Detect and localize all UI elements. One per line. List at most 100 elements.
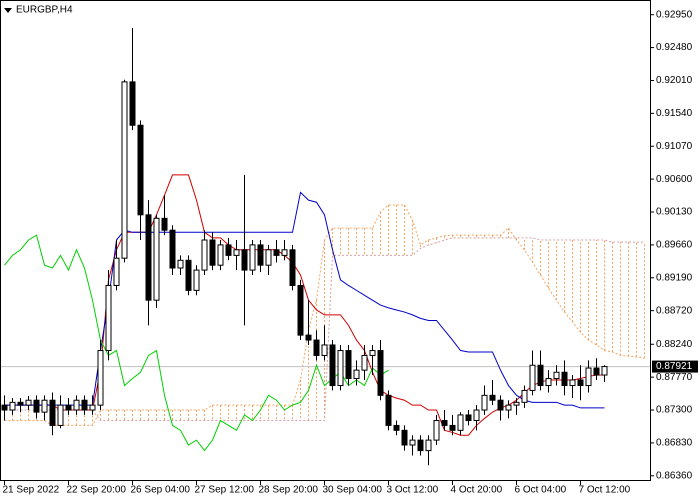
candle-body xyxy=(65,404,72,411)
candle-body xyxy=(289,249,296,286)
candle-body xyxy=(97,350,104,406)
candle-body xyxy=(281,249,288,256)
last-price-label: 0.87921 xyxy=(656,361,693,372)
candle-body xyxy=(9,401,16,411)
candle-body xyxy=(513,401,520,406)
candle-body xyxy=(169,229,176,269)
candle-body xyxy=(313,339,320,356)
x-tick-label: 7 Oct 12:00 xyxy=(579,485,631,496)
candle-body xyxy=(49,399,56,426)
candle-body xyxy=(553,371,560,380)
y-tick-label: 0.92010 xyxy=(656,75,693,86)
candle-body xyxy=(449,424,456,431)
plot-frame xyxy=(0,0,651,481)
x-tick-label: 4 Oct 20:00 xyxy=(451,485,503,496)
candle-body xyxy=(465,414,472,422)
candle-body xyxy=(297,284,304,336)
candle-body xyxy=(505,404,512,411)
candle-body xyxy=(545,378,552,387)
candle-body xyxy=(185,259,192,291)
cloud-layer xyxy=(4,204,645,426)
candle-body xyxy=(601,366,608,376)
x-tick-label: 27 Sep 12:00 xyxy=(195,485,255,496)
candle-body xyxy=(529,364,536,391)
candle-body xyxy=(153,217,160,301)
candle-body xyxy=(353,369,360,380)
candle-body xyxy=(273,249,280,256)
y-tick-label: 0.87300 xyxy=(656,405,693,416)
candle-body xyxy=(201,239,208,271)
candle-body xyxy=(257,244,264,266)
candle-body xyxy=(113,257,120,286)
x-tick-label: 3 Oct 12:00 xyxy=(387,485,439,496)
y-tick-label: 0.90130 xyxy=(656,207,693,218)
candle-body xyxy=(1,404,8,411)
x-tick-label: 26 Sep 04:00 xyxy=(131,485,191,496)
chart-title: EURGBP,H4 xyxy=(16,5,73,16)
candle-body xyxy=(561,371,568,387)
candle-body xyxy=(385,394,392,426)
candle-body xyxy=(497,399,504,411)
candle-body xyxy=(137,124,144,216)
candle-body xyxy=(193,269,200,291)
x-tick-label: 22 Sep 20:00 xyxy=(67,485,127,496)
y-tick-label: 0.88720 xyxy=(656,305,693,316)
candle-body xyxy=(337,350,344,387)
y-tick-label: 0.86830 xyxy=(656,438,693,449)
candle-body xyxy=(121,81,128,259)
candle-body xyxy=(593,367,600,376)
y-tick-label: 0.87770 xyxy=(656,372,693,383)
candle-body xyxy=(209,239,216,266)
candle-body xyxy=(361,354,368,371)
y-tick-label: 0.92950 xyxy=(656,9,693,20)
y-tick-label: 0.91540 xyxy=(656,108,693,119)
candle-body xyxy=(569,379,576,387)
candle-body xyxy=(249,244,256,271)
candle-body xyxy=(417,439,424,452)
candle-body xyxy=(73,399,80,411)
candle-body xyxy=(177,259,184,269)
last-price-box xyxy=(652,360,698,373)
y-tick-label: 0.89190 xyxy=(656,272,693,283)
candle-body xyxy=(425,439,432,452)
candle-body xyxy=(33,399,40,413)
x-tick-label: 6 Oct 04:00 xyxy=(515,485,567,496)
candle-body xyxy=(457,414,464,431)
candle-body xyxy=(489,394,496,401)
y-tick-label: 0.90600 xyxy=(656,174,693,185)
candle-body xyxy=(393,424,400,431)
candle-body xyxy=(577,379,584,387)
candle-layer xyxy=(1,27,608,466)
candle-body xyxy=(25,399,32,406)
candle-body xyxy=(217,244,224,266)
candle-body xyxy=(305,334,312,341)
candle-body xyxy=(321,344,328,356)
candle-body xyxy=(241,249,248,271)
candle-body xyxy=(473,409,480,422)
cloud-span-b xyxy=(4,237,645,422)
candle-body xyxy=(161,217,168,231)
y-tick-label: 0.88240 xyxy=(656,339,693,350)
candle-body xyxy=(57,404,64,426)
candle-body xyxy=(129,81,136,126)
candle-body xyxy=(401,429,408,446)
x-tick-label: 21 Sep 2022 xyxy=(3,485,60,496)
candle-body xyxy=(105,284,112,352)
candle-body xyxy=(233,249,240,256)
candle-body xyxy=(377,350,384,396)
symbol-menu-arrow[interactable] xyxy=(4,8,12,13)
candle-body xyxy=(41,399,48,413)
indicator-line xyxy=(4,191,605,409)
candle-body xyxy=(441,420,448,426)
candle-body xyxy=(521,389,528,403)
y-tick-label: 0.92480 xyxy=(656,42,693,53)
candle-body xyxy=(433,420,440,441)
candle-body xyxy=(481,394,488,411)
candle-body xyxy=(225,244,232,256)
y-tick-label: 0.89660 xyxy=(656,240,693,251)
candle-body xyxy=(329,344,336,387)
cloud-span-a xyxy=(4,204,645,426)
candle-body xyxy=(345,350,352,380)
